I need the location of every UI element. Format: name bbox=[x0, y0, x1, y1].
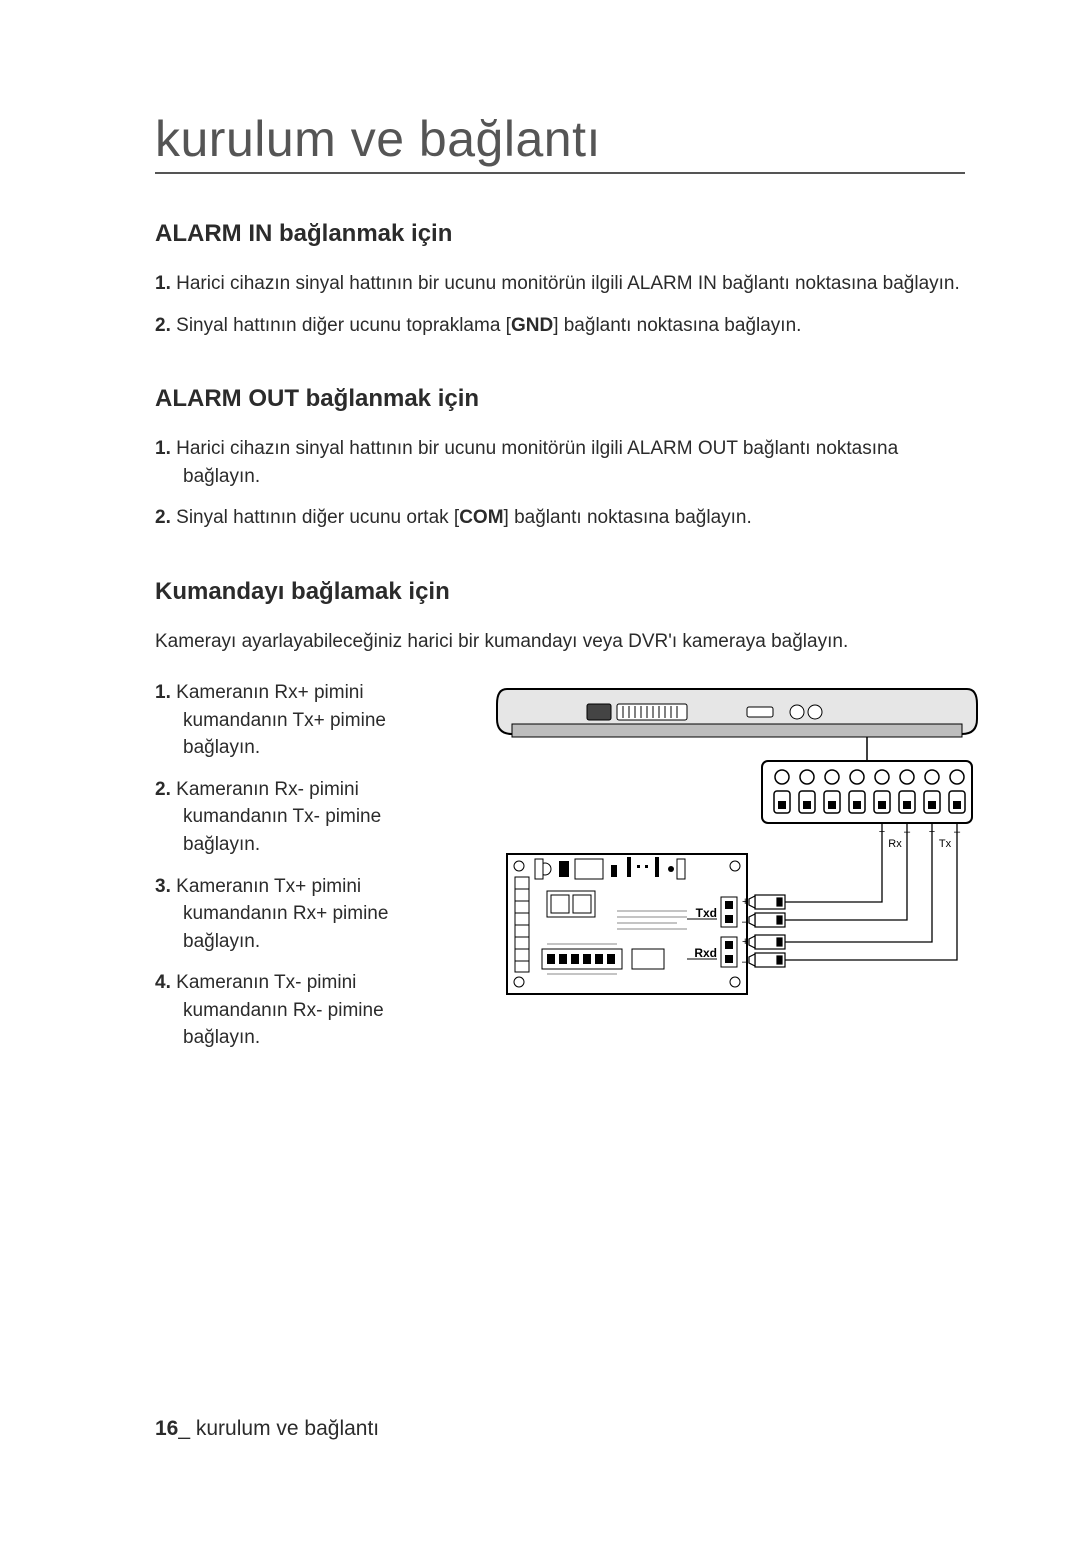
list-alarm-in: 1. Harici cihazın sinyal hattının bir uc… bbox=[155, 270, 965, 339]
wire-plug-icon bbox=[749, 895, 785, 967]
item-text: Sinyal hattının diğer ucunu topraklama [ bbox=[176, 315, 511, 336]
item-number: 4. bbox=[155, 972, 171, 993]
item-number: 1. bbox=[155, 682, 171, 703]
heading-alarm-in: ALARM IN bağlanmak için bbox=[155, 220, 965, 248]
list-item: 1. Harici cihazın sinyal hattının bir uc… bbox=[155, 435, 965, 490]
item-bold: COM bbox=[459, 507, 503, 528]
list-item: 2. Sinyal hattının diğer ucunu ortak [CO… bbox=[155, 504, 965, 532]
label-plus: + bbox=[742, 936, 748, 948]
page-number: 16 bbox=[155, 1417, 178, 1440]
list-item: 2. Sinyal hattının diğer ucunu topraklam… bbox=[155, 312, 965, 340]
label-tx: Tx bbox=[939, 838, 952, 850]
list-item: 2. Kameranın Rx- pimini kumandanın Tx- p… bbox=[155, 776, 455, 859]
item-text: Kameranın Tx- pimini kumandanın Rx- pimi… bbox=[176, 972, 384, 1048]
list-item: 3. Kameranın Tx+ pimini kumandanın Rx+ p… bbox=[155, 873, 455, 956]
item-number: 2. bbox=[155, 315, 171, 336]
item-bold: GND bbox=[511, 315, 553, 336]
heading-controller: Kumandayı bağlamak için bbox=[155, 578, 965, 606]
item-text: Kameranın Rx+ pimini kumandanın Tx+ pimi… bbox=[176, 682, 386, 758]
item-number: 1. bbox=[155, 273, 171, 294]
label-plus: + bbox=[742, 896, 748, 908]
item-text-after: ] bağlantı noktasına bağlayın. bbox=[553, 315, 801, 336]
label-rx: Rx bbox=[888, 838, 902, 850]
page-footer: 16_ kurulum ve bağlantı bbox=[155, 1417, 379, 1441]
label-minus: – bbox=[742, 916, 749, 928]
list-controller: 1. Kameranın Rx+ pimini kumandanın Tx+ p… bbox=[155, 679, 455, 1052]
dvr-terminal-block-icon bbox=[762, 761, 972, 823]
camera-board-icon bbox=[507, 854, 747, 994]
list-item: 1. Harici cihazın sinyal hattının bir uc… bbox=[155, 270, 965, 298]
list-item: 1. Kameranın Rx+ pimini kumandanın Tx+ p… bbox=[155, 679, 455, 762]
item-text: Sinyal hattının diğer ucunu ortak [ bbox=[176, 507, 459, 528]
heading-alarm-out: ALARM OUT bağlanmak için bbox=[155, 385, 965, 413]
label-minus: – bbox=[742, 956, 749, 968]
item-text: Kameranın Tx+ pimini kumandanın Rx+ pimi… bbox=[176, 876, 388, 952]
label-txd: Txd bbox=[696, 906, 717, 920]
footer-separator: _ bbox=[178, 1417, 196, 1440]
item-text: Harici cihazın sinyal hattının bir ucunu… bbox=[176, 438, 898, 487]
wires-icon bbox=[785, 823, 957, 960]
item-text: Kameranın Rx- pimini kumandanın Tx- pimi… bbox=[176, 779, 381, 855]
item-text: Harici cihazın sinyal hattının bir ucunu… bbox=[176, 273, 960, 294]
item-number: 3. bbox=[155, 876, 171, 897]
item-number: 2. bbox=[155, 507, 171, 528]
label-rxd: Rxd bbox=[694, 946, 717, 960]
wiring-diagram: + – + – Rx Tx bbox=[487, 679, 987, 1009]
controller-intro: Kamerayı ayarlayabileceğiniz harici bir … bbox=[155, 628, 965, 656]
dvr-icon bbox=[497, 689, 977, 737]
page-title: kurulum ve bağlantı bbox=[155, 110, 965, 174]
item-number: 2. bbox=[155, 779, 171, 800]
item-text-after: ] bağlantı noktasına bağlayın. bbox=[504, 507, 752, 528]
item-number: 1. bbox=[155, 438, 171, 459]
footer-text: kurulum ve bağlantı bbox=[196, 1417, 379, 1440]
list-alarm-out: 1. Harici cihazın sinyal hattının bir uc… bbox=[155, 435, 965, 532]
list-item: 4. Kameranın Tx- pimini kumandanın Rx- p… bbox=[155, 969, 455, 1052]
